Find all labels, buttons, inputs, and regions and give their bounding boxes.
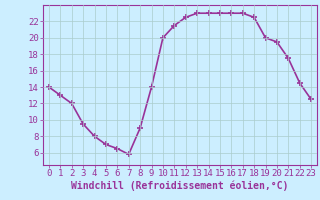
X-axis label: Windchill (Refroidissement éolien,°C): Windchill (Refroidissement éolien,°C) — [71, 181, 289, 191]
